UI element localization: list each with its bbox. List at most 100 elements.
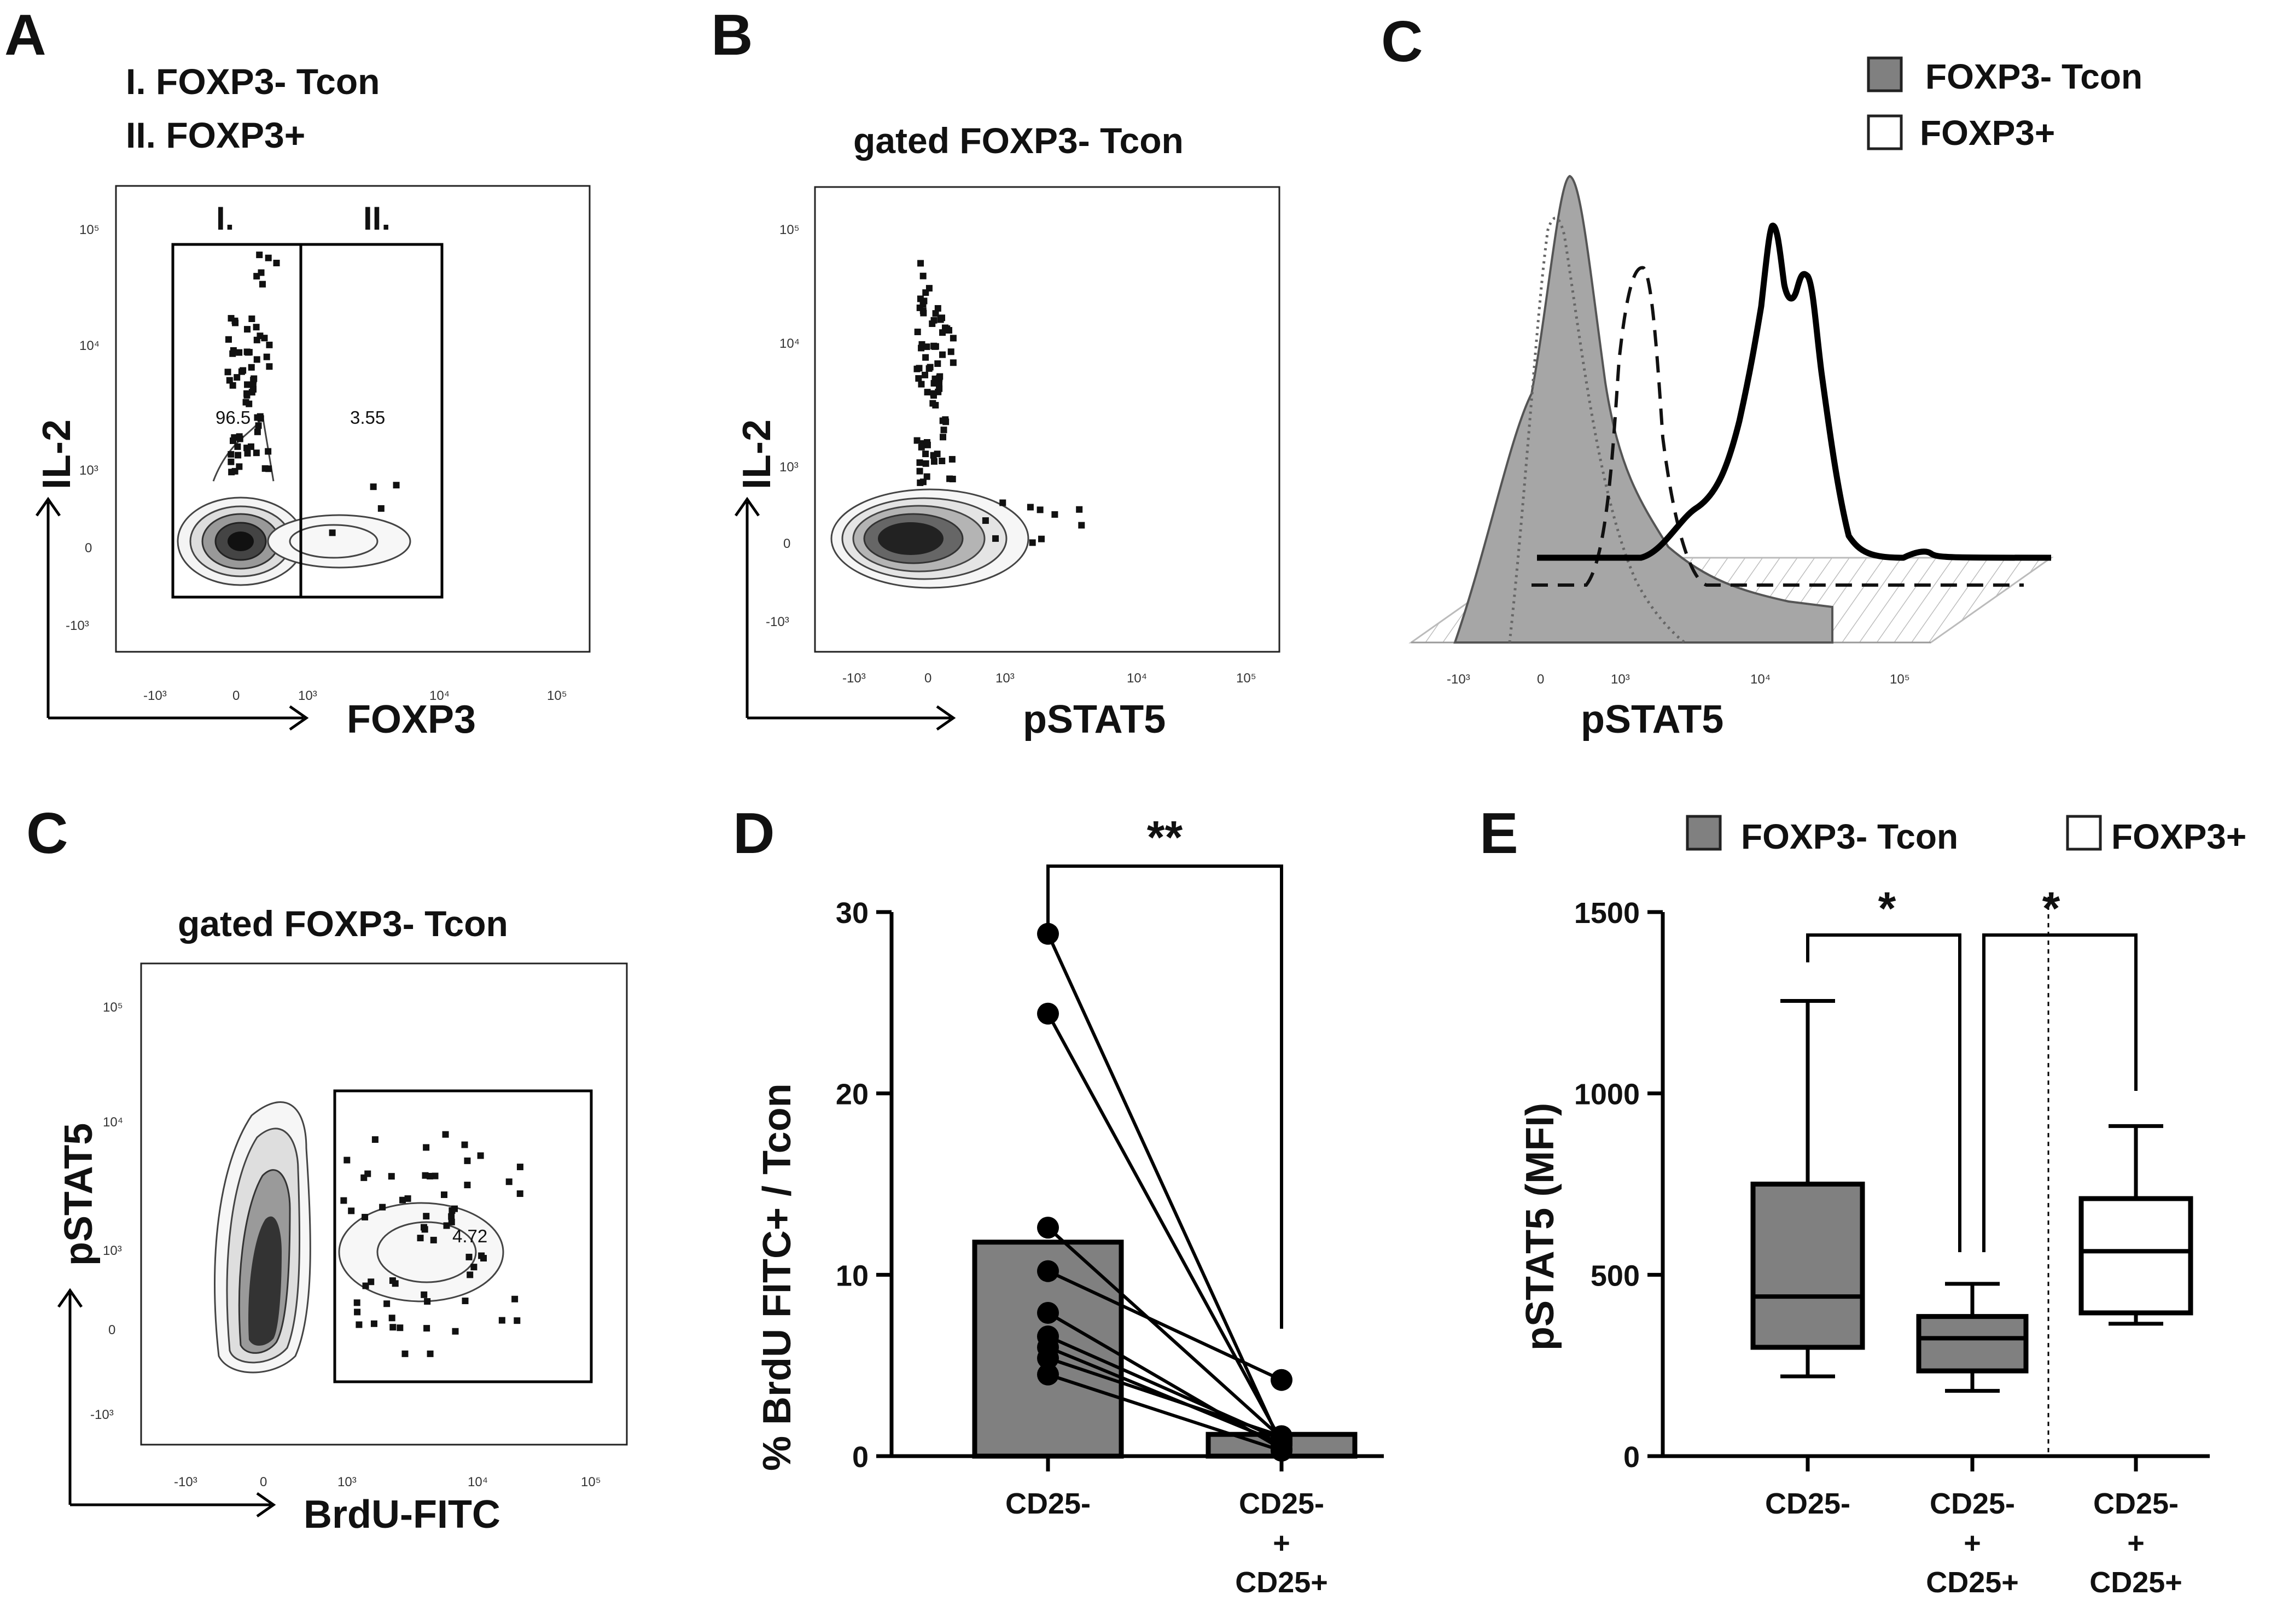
event-dot <box>247 443 254 450</box>
event-dot <box>236 433 243 440</box>
event-dot <box>514 1317 521 1324</box>
event-dot <box>229 382 236 389</box>
panel-b: B gated FOXP3- Tcon -10³ 0 10³ 10⁴ 10⁵ 1… <box>711 3 1280 741</box>
event-dot <box>922 460 929 467</box>
event-dot <box>511 1295 519 1302</box>
panel-b-xtick: 10⁵ <box>1236 671 1256 686</box>
event-dot <box>930 458 937 465</box>
panel-e-legend-filled-swatch <box>1686 815 1722 851</box>
panel-c2-x-ticks: -10³ 0 10³ 10⁴ 10⁵ <box>174 1475 601 1489</box>
panel-b-dots <box>913 260 1085 546</box>
event-dot <box>397 1324 404 1331</box>
panel-b-ytick: 0 <box>783 536 790 551</box>
event-dot <box>243 390 251 397</box>
pair-line <box>1047 1346 1283 1445</box>
event-dot <box>399 1196 406 1204</box>
event-dot <box>340 1197 347 1204</box>
event-dot <box>370 1320 377 1327</box>
event-dot <box>388 1173 395 1180</box>
event-dot <box>371 1136 378 1143</box>
y-tick-label: 30 <box>836 897 869 930</box>
event-dot <box>505 1178 513 1185</box>
event-dot <box>421 1224 428 1231</box>
panel-e-y-label: pSTAT5 (MFI) <box>1518 1103 1562 1351</box>
event-dot <box>253 324 260 331</box>
event-dot <box>914 328 921 335</box>
event-dot <box>235 452 242 459</box>
panel-b-contour <box>830 488 1029 589</box>
event-dot <box>244 326 251 333</box>
event-dot <box>915 375 922 382</box>
panel-c1-xtick: 10³ <box>1611 672 1630 687</box>
event-dot <box>368 1278 375 1286</box>
panel-b-plot-frame <box>814 186 1280 653</box>
panel-b-label: B <box>711 3 753 67</box>
event-dot <box>1036 506 1044 513</box>
pair-line <box>1046 933 1283 1446</box>
event-dot <box>228 458 235 465</box>
event-dot <box>448 1218 455 1225</box>
panel-c1-label: C <box>1381 9 1423 74</box>
event-dot <box>923 473 930 480</box>
panel-a-gate-i-label: I. <box>216 200 234 237</box>
event-dot <box>982 517 989 524</box>
y-tick-label: 10 <box>836 1259 869 1292</box>
x-tick-label: CD25+ <box>1235 1566 1328 1599</box>
event-dot <box>1027 504 1034 511</box>
event-dot <box>388 1315 395 1322</box>
panel-a-legend-1: I. FOXP3- Tcon <box>126 61 380 102</box>
panel-a-dots <box>224 252 400 536</box>
event-dot <box>1029 539 1036 546</box>
event-dot <box>379 1204 386 1211</box>
panel-c1-legend-2: FOXP3+ <box>1920 113 2055 153</box>
panel-c2-dots <box>340 1131 523 1357</box>
pair-line <box>1047 1357 1282 1438</box>
panel-a-axis-arrows <box>35 496 309 731</box>
event-dot <box>932 310 939 317</box>
data-point <box>1037 1363 1059 1386</box>
panel-c2-xtick: -10³ <box>174 1475 197 1489</box>
event-dot <box>916 365 923 372</box>
x-tick-label: CD25- <box>1765 1487 1850 1520</box>
panel-c-brdu: C gated FOXP3- Tcon 4.72 -10³ 0 10³ 10⁴ … <box>26 801 628 1537</box>
event-dot <box>448 1213 455 1220</box>
data-point <box>1037 1002 1059 1025</box>
data-point <box>1037 1217 1059 1239</box>
event-dot <box>934 305 941 312</box>
event-dot <box>467 1271 474 1278</box>
panel-b-y-ticks: 10⁵ 10⁴ 10³ 0 -10³ <box>766 223 800 629</box>
event-dot <box>946 475 953 482</box>
y-tick-label: 0 <box>1623 1441 1640 1474</box>
panel-a-xtick: 10⁵ <box>547 688 567 703</box>
event-dot <box>498 1317 505 1324</box>
panel-a-gate-ii-value: 3.55 <box>350 407 385 428</box>
event-dot <box>266 341 273 348</box>
panel-c2-title: gated FOXP3- Tcon <box>178 903 508 944</box>
event-dot <box>923 343 930 350</box>
significance-label: * <box>2042 883 2060 934</box>
panel-b-x-label: pSTAT5 <box>1023 698 1166 741</box>
event-dot <box>261 335 268 342</box>
event-dot <box>251 375 258 382</box>
panel-c1-hist-thick <box>1537 223 2052 561</box>
pair-line <box>1047 1372 1282 1452</box>
panel-b-axis-arrows <box>734 496 956 731</box>
panel-c2-ytick: 0 <box>108 1323 115 1337</box>
event-dot <box>228 469 235 476</box>
event-dot <box>939 457 946 464</box>
event-dot <box>362 1213 369 1220</box>
panel-c1-hist-dotted <box>1508 217 1686 644</box>
pair-line <box>1046 1013 1283 1442</box>
event-dot <box>924 389 931 396</box>
event-dot <box>516 1190 523 1197</box>
event-dot <box>950 335 957 342</box>
event-dot <box>461 1141 468 1148</box>
panel-a-xtick: 10³ <box>298 688 317 703</box>
event-dot <box>377 505 385 512</box>
event-dot <box>944 325 951 332</box>
event-dot <box>404 1195 411 1202</box>
significance-bracket <box>1046 864 1283 1329</box>
panel-e-legend-open-swatch <box>2066 815 2102 851</box>
panel-c1-xtick: 10⁵ <box>1890 672 1910 687</box>
panel-d-chart: 30 20 10 0 CD25- CD25- + CD25+ ** <box>836 811 1384 1599</box>
